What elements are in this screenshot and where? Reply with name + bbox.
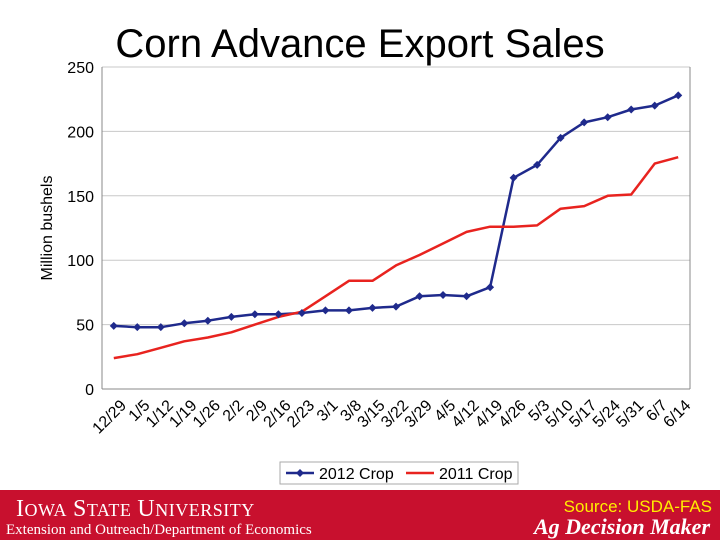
data-point	[368, 303, 377, 312]
university-logo: IOWA STATE UNIVERSITY	[16, 496, 255, 522]
chart-legend: 2012 Crop 2011 Crop	[279, 461, 519, 485]
legend-box	[279, 461, 519, 485]
data-point	[603, 113, 612, 122]
y-tick-label: 50	[76, 318, 94, 335]
department-label: Extension and Outreach/Department of Eco…	[6, 522, 312, 538]
data-point	[533, 160, 542, 169]
x-tick-label: 12/29	[90, 397, 130, 437]
line-chart: 0 50 100 150 200 250 12/291/51/121/191/262/22…	[39, 60, 695, 485]
series-line	[113, 94, 679, 329]
data-point	[392, 302, 400, 311]
y-tick-label: 150	[67, 189, 94, 206]
data-point	[439, 290, 448, 299]
data-point	[180, 319, 189, 328]
series-line	[113, 155, 679, 360]
source-label: Source: USDA-FAS	[563, 497, 712, 516]
x-tick-label: 5/31	[613, 397, 647, 431]
x-tick-labels: 12/291/51/121/191/262/22/92/162/233/13/8…	[90, 397, 695, 437]
data-point	[227, 312, 236, 321]
data-point	[674, 91, 683, 100]
data-point	[486, 283, 495, 292]
data-point	[297, 309, 306, 318]
y-tick-label: 200	[67, 124, 94, 141]
chart-title: Corn Advance Export Sales	[115, 22, 605, 66]
data-point	[556, 133, 565, 142]
legend-label: 2012 Crop	[319, 466, 394, 483]
x-tick-label: 3/1	[314, 397, 342, 425]
x-tick-label: 4/26	[496, 397, 530, 431]
series-lines	[113, 94, 679, 360]
data-point	[109, 321, 118, 330]
x-tick-label: 3/29	[402, 397, 436, 431]
data-point	[627, 105, 636, 114]
y-tick-label: 0	[85, 382, 94, 399]
x-tick-label: 2/23	[284, 397, 318, 431]
data-point	[509, 173, 518, 182]
data-point	[580, 118, 589, 127]
data-point	[321, 306, 330, 315]
legend-marker	[296, 469, 304, 477]
data-point	[133, 323, 142, 332]
data-point	[415, 292, 424, 301]
y-tick-labels: 0 50 100 150 200 250	[67, 60, 94, 399]
series-markers	[109, 91, 683, 332]
data-point	[650, 101, 659, 110]
footer-bar	[0, 490, 720, 540]
data-point	[250, 310, 259, 319]
legend-label: 2011 Crop	[439, 466, 513, 483]
data-point	[344, 306, 353, 315]
y-tick-label: 250	[67, 60, 94, 77]
data-point	[462, 292, 471, 301]
brand-label: Ag Decision Maker	[534, 514, 710, 539]
x-tick-label: 6/14	[660, 397, 694, 431]
x-tick-label: 2/2	[220, 397, 248, 425]
data-point	[274, 310, 283, 319]
data-point	[203, 316, 212, 325]
y-tick-label: 100	[67, 253, 94, 270]
data-point	[156, 323, 165, 332]
grid-lines	[101, 66, 691, 390]
y-axis-label: Million bushels	[39, 176, 56, 281]
x-tick-label: 1/26	[190, 397, 224, 431]
